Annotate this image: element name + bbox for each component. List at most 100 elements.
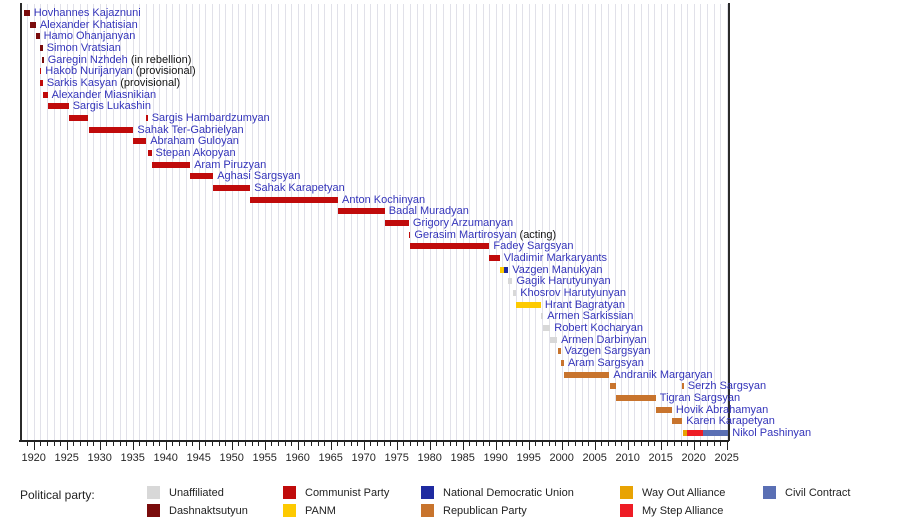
year-gridline <box>654 4 656 441</box>
axis-minor-tick <box>251 442 253 446</box>
person-label: Alexander Khatisian <box>40 19 138 31</box>
term-bar <box>190 173 214 180</box>
legend-label-civilcontract: Civil Contract <box>785 487 851 499</box>
axis-tick-label: 1920 <box>21 452 46 464</box>
axis-tick-label: 2005 <box>582 452 607 464</box>
term-bar <box>512 289 517 296</box>
year-gridline <box>726 4 728 441</box>
person-name: Alexander Khatisian <box>39 18 138 31</box>
year-gridline <box>178 4 180 441</box>
term-bar <box>410 243 490 250</box>
person-label: Armen Darbinyan <box>561 334 647 346</box>
year-gridline <box>667 4 669 441</box>
year-gridline <box>614 4 616 441</box>
person-name: Sahak Ter-Gabrielyan <box>137 123 244 136</box>
axis-minor-tick <box>667 442 669 446</box>
axis-tick-label: 1975 <box>384 452 409 464</box>
year-gridline <box>409 4 411 441</box>
person-label: Gagik Harutyunyan <box>517 275 611 287</box>
term-bar <box>504 266 509 273</box>
year-gridline <box>132 4 134 441</box>
term-bar <box>564 371 610 378</box>
year-gridline <box>33 4 35 441</box>
year-gridline <box>594 4 596 441</box>
axis-minor-tick <box>60 442 62 446</box>
axis-minor-tick <box>225 442 227 446</box>
axis-minor-tick <box>601 442 603 446</box>
axis-major-tick <box>693 442 695 450</box>
person-name: Hovik Abrahamyan <box>675 403 769 416</box>
term-bar <box>133 138 147 145</box>
year-gridline <box>244 4 246 441</box>
axis-tick-label: 2000 <box>549 452 574 464</box>
legend-swatch-republican <box>421 504 434 517</box>
person-label: Sargis Lukashin <box>73 100 151 112</box>
year-gridline <box>502 4 504 441</box>
axis-minor-tick <box>152 442 154 446</box>
axis-minor-tick <box>621 442 623 446</box>
axis-minor-tick <box>436 442 438 446</box>
person-label: Vazgen Manukyan <box>512 264 602 276</box>
plot-right-boundary <box>727 3 730 441</box>
legend-label-republican: Republican Party <box>443 505 527 517</box>
axis-minor-tick <box>541 442 543 446</box>
term-bar <box>47 103 69 110</box>
axis-minor-tick <box>640 442 642 446</box>
axis-minor-tick <box>343 442 345 446</box>
year-gridline <box>588 4 590 441</box>
axis-minor-tick <box>535 442 537 446</box>
year-gridline <box>60 4 62 441</box>
axis-minor-tick <box>112 442 114 446</box>
axis-major-tick <box>528 442 530 450</box>
person-name: Anton Kochinyan <box>342 193 426 206</box>
term-bar <box>671 418 683 425</box>
person-label: Aram Piruzyan <box>194 159 266 171</box>
person-label: Serzh Sargsyan <box>688 380 766 392</box>
term-bar <box>151 161 191 168</box>
axis-minor-tick <box>106 442 108 446</box>
axis-minor-tick <box>172 442 174 446</box>
legend-label-mystep: My Step Alliance <box>642 505 724 517</box>
axis-minor-tick <box>423 442 425 446</box>
year-gridline <box>291 4 293 441</box>
person-label: Tigran Sargsyan <box>660 392 740 404</box>
axis-minor-tick <box>607 442 609 446</box>
year-gridline <box>165 4 167 441</box>
year-gridline <box>112 4 114 441</box>
axis-minor-tick <box>324 442 326 446</box>
axis-minor-tick <box>548 442 550 446</box>
legend-label-panm: PANM <box>305 505 336 517</box>
year-gridline <box>145 4 147 441</box>
person-name: Karen Karapetyan <box>686 415 775 428</box>
year-gridline <box>172 4 174 441</box>
axis-minor-tick <box>53 442 55 446</box>
axis-tick-label: 1965 <box>318 452 343 464</box>
term-bar <box>408 231 411 238</box>
axis-major-tick <box>297 442 299 450</box>
year-gridline <box>73 4 75 441</box>
axis-major-tick <box>330 442 332 450</box>
year-gridline <box>370 4 372 441</box>
person-name: Vazgen Sargsyan <box>564 345 651 358</box>
term-bar <box>68 114 89 121</box>
year-gridline <box>330 4 332 441</box>
legend-swatch-wayout <box>620 486 633 499</box>
year-gridline <box>495 4 497 441</box>
legend-label-unaffiliated: Unaffiliated <box>169 487 224 499</box>
year-gridline <box>528 4 530 441</box>
person-label: Aram Sargsyan <box>568 357 644 369</box>
year-gridline <box>363 4 365 441</box>
axis-minor-tick <box>185 442 187 446</box>
axis-minor-tick <box>244 442 246 446</box>
year-gridline <box>706 4 708 441</box>
axis-minor-tick <box>218 442 220 446</box>
year-gridline <box>680 4 682 441</box>
term-bar <box>682 430 687 436</box>
year-gridline <box>376 4 378 441</box>
axis-major-tick <box>726 442 728 450</box>
person-label: Nikol Pashinyan <box>732 427 811 439</box>
year-gridline <box>449 4 451 441</box>
legend-swatch-mystep <box>620 504 633 517</box>
person-name: Robert Kocharyan <box>554 321 643 334</box>
